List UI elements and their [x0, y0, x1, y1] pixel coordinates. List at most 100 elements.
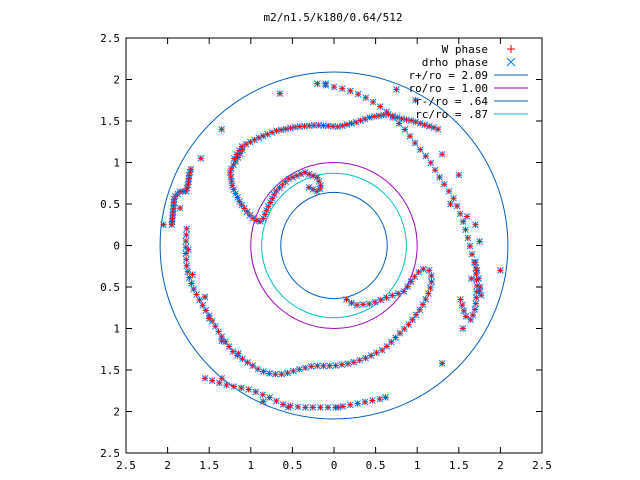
x-tick-label: 0 — [331, 459, 338, 472]
x-tick-label: 1.5 — [449, 459, 469, 472]
data-point — [317, 403, 324, 411]
data-point — [384, 111, 392, 118]
data-point — [182, 256, 190, 263]
data-point — [246, 138, 254, 146]
data-point — [412, 96, 419, 104]
data-point — [359, 301, 367, 308]
data-point — [309, 403, 317, 411]
data-point — [458, 301, 466, 309]
data-point — [227, 165, 235, 173]
legend-swatch — [507, 45, 515, 53]
data-point — [440, 180, 448, 188]
reference-circles — [159, 71, 509, 420]
data-point — [357, 117, 364, 124]
data-point — [438, 360, 446, 367]
data-point — [467, 275, 475, 283]
data-point — [272, 370, 279, 378]
data-point — [218, 374, 226, 382]
data-point — [332, 362, 340, 369]
data-point — [259, 391, 267, 399]
data-point — [326, 362, 333, 370]
circle-series — [261, 172, 407, 319]
data-point — [241, 205, 248, 212]
y-tick-label: 0 — [113, 240, 120, 253]
data-point — [233, 151, 241, 158]
data-point — [218, 125, 226, 133]
data-point — [362, 354, 369, 362]
legend-label: rc/ro = .87 — [415, 108, 488, 121]
data-point — [361, 398, 369, 406]
data-point — [472, 300, 480, 308]
data-point — [338, 361, 346, 369]
data-point — [456, 210, 464, 218]
data-point — [407, 117, 415, 124]
data-point — [301, 364, 309, 372]
data-point — [187, 165, 195, 173]
data-point — [252, 388, 260, 396]
data-point — [346, 401, 354, 409]
data-point — [290, 367, 297, 375]
data-point — [438, 150, 446, 158]
chart-title: m2/n1.5/k180/0.64/512 — [263, 11, 402, 24]
data-point — [226, 169, 234, 177]
data-point — [421, 121, 429, 129]
data-point — [383, 342, 391, 350]
data-point — [208, 377, 216, 384]
data-point — [190, 285, 198, 293]
x-axis: 2.5 2 1.5 1 0.5 0 0.5 1 1.5 2 2.5 — [116, 38, 552, 472]
data-point — [472, 258, 479, 266]
data-point — [394, 290, 402, 297]
data-point — [230, 154, 238, 162]
data-point — [419, 301, 427, 309]
data-point — [352, 118, 360, 126]
data-point — [422, 295, 430, 303]
data-point — [460, 307, 468, 315]
data-point — [197, 154, 205, 162]
data-point — [182, 237, 190, 245]
data-point — [425, 290, 432, 298]
data-point — [426, 284, 434, 292]
x-tick-label: 2.5 — [116, 459, 136, 472]
data-point — [367, 352, 375, 359]
y-tick-label: 2.5 — [100, 447, 120, 460]
x-tick-label: 1 — [414, 459, 421, 472]
data-point — [330, 83, 338, 91]
data-point — [425, 122, 433, 130]
data-point — [412, 118, 420, 126]
data-point — [369, 98, 377, 106]
data-point — [276, 90, 284, 97]
data-point — [215, 328, 222, 335]
data-point — [338, 122, 346, 130]
x-tick-label: 1 — [247, 459, 254, 472]
data-point — [416, 306, 424, 314]
data-point — [313, 362, 321, 370]
data-point — [272, 187, 280, 195]
data-point — [445, 187, 453, 195]
data-point — [361, 115, 369, 123]
legend-label: W phase — [442, 43, 488, 56]
data-point — [416, 146, 424, 153]
data-point — [291, 123, 299, 131]
data-point — [400, 288, 408, 295]
data-point — [393, 114, 401, 121]
data-point — [411, 273, 419, 281]
data-point — [382, 394, 389, 401]
phase-points — [160, 80, 504, 411]
legend-label: r-/ro = .64 — [415, 95, 488, 108]
data-point — [253, 217, 261, 224]
data-point — [316, 185, 324, 193]
data-point — [365, 300, 373, 308]
data-point — [472, 294, 480, 302]
data-point — [404, 283, 412, 291]
data-point — [447, 200, 454, 208]
data-point — [279, 401, 287, 408]
y-tick-label: 2.5 — [100, 32, 120, 45]
data-point — [412, 311, 420, 319]
data-point — [266, 370, 273, 377]
data-point — [176, 204, 184, 212]
data-point — [294, 403, 302, 411]
data-point — [322, 80, 330, 88]
data-point — [407, 278, 415, 285]
data-point — [428, 278, 435, 286]
data-point — [225, 343, 233, 351]
